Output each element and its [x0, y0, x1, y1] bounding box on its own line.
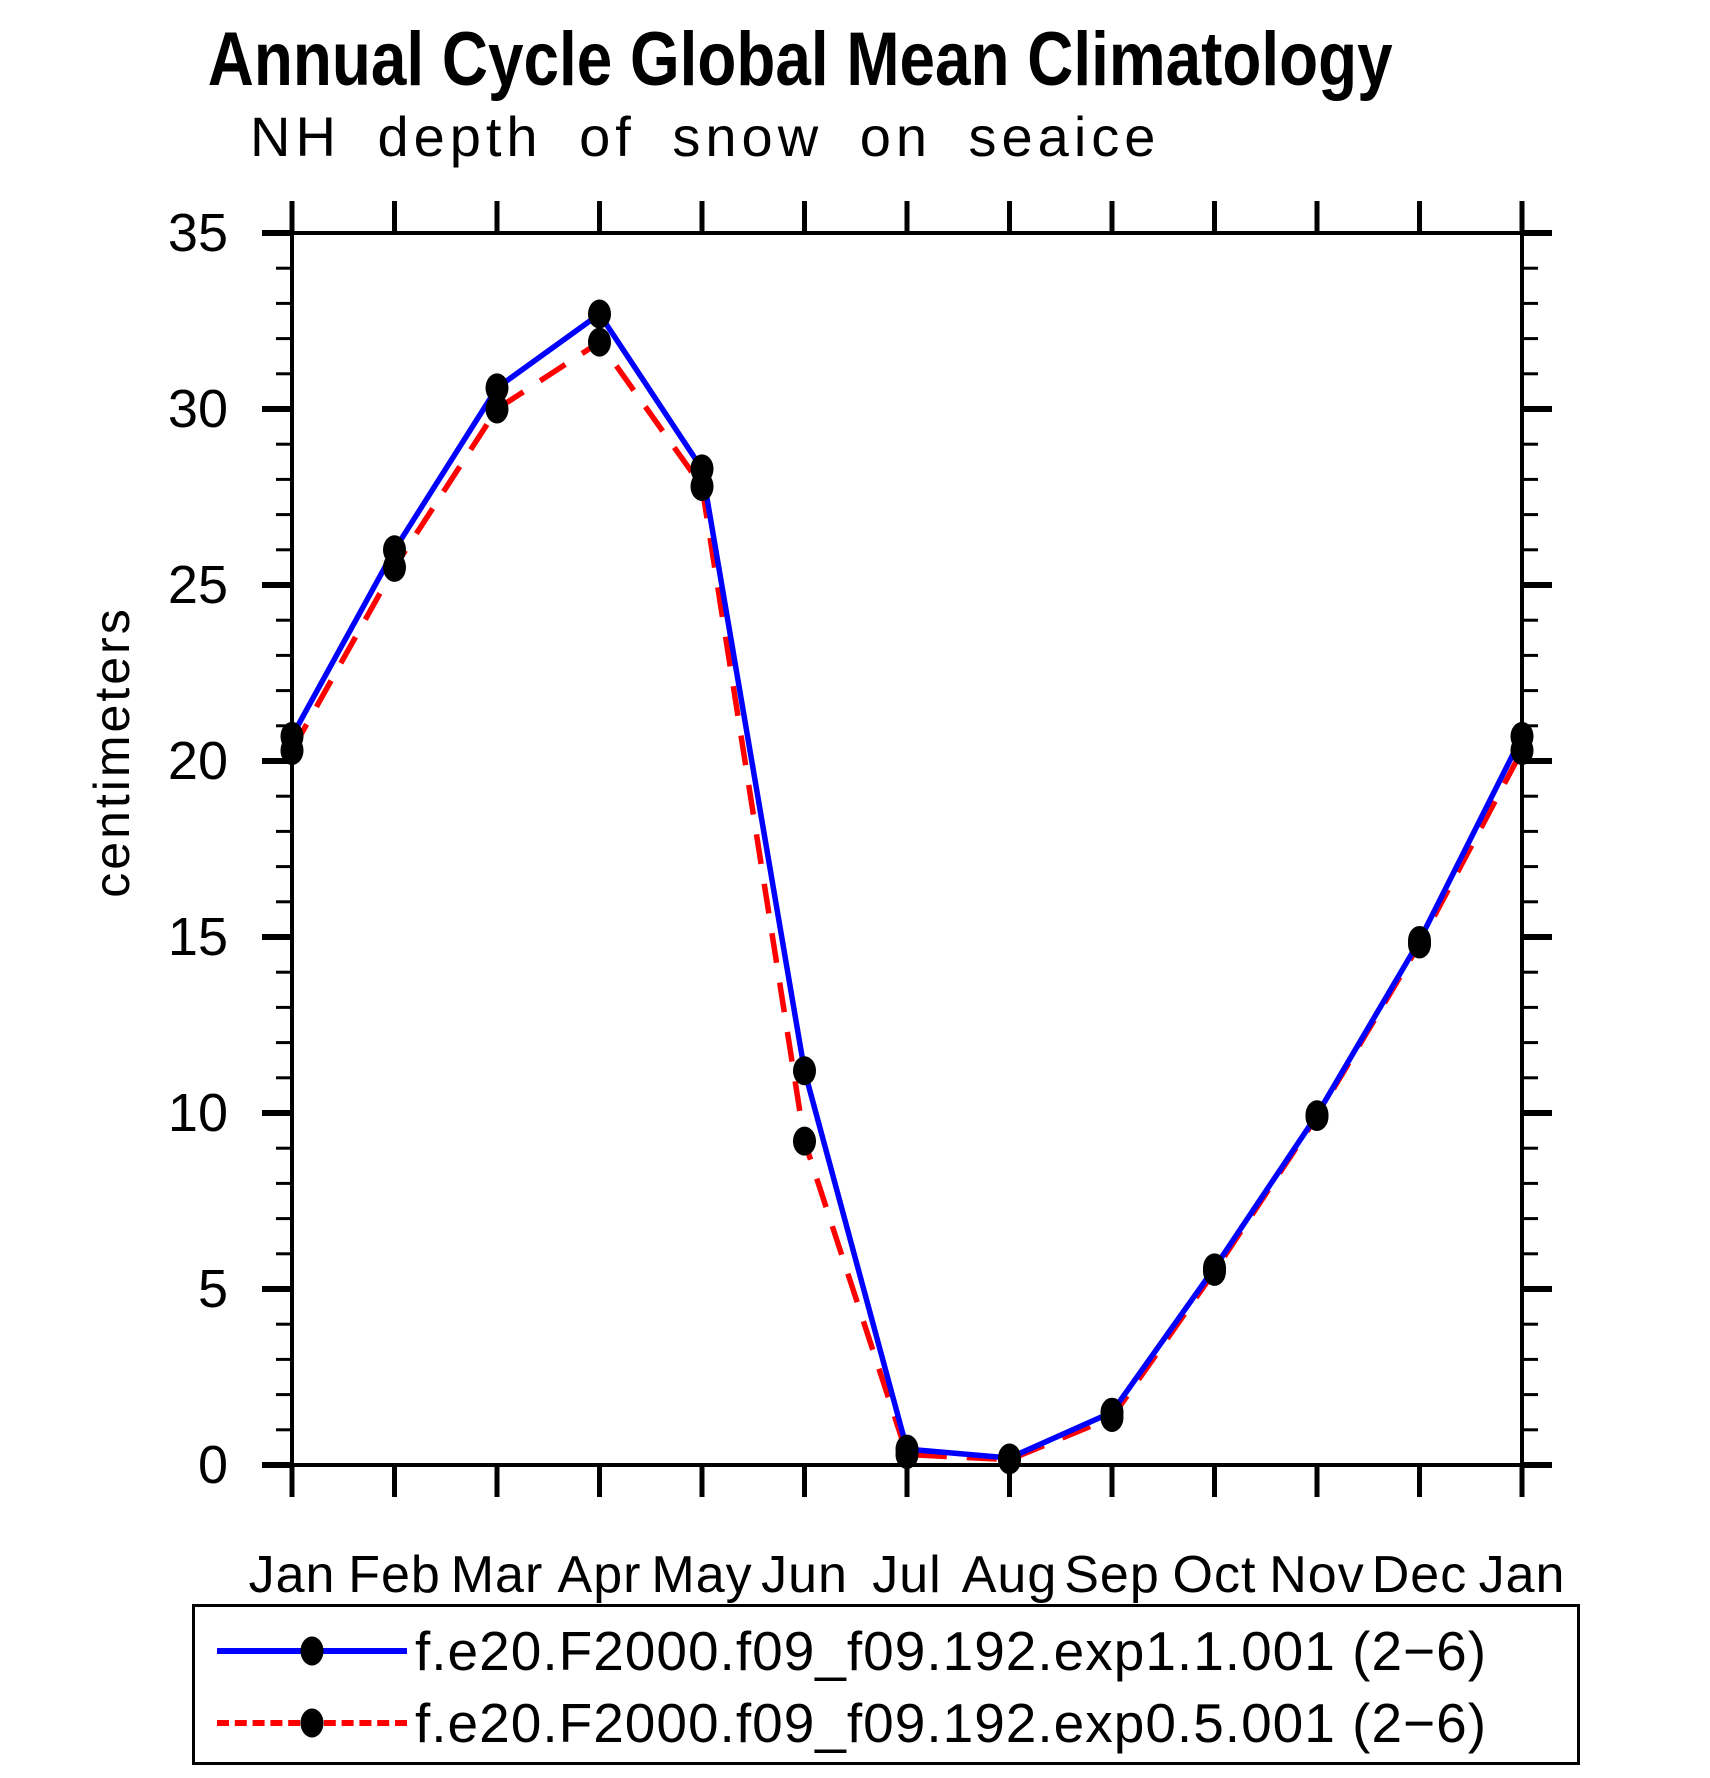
data-point-marker: [1408, 929, 1431, 959]
data-point-marker: [895, 1439, 919, 1469]
data-point-marker: [1305, 1102, 1329, 1132]
data-point-marker: [280, 735, 304, 765]
x-tick-label: Nov: [1269, 1546, 1364, 1604]
data-point-marker: [588, 299, 611, 329]
legend-label: f.e20.F2000.f09_f09.192.exp0.5.001 (2−6): [415, 1692, 1488, 1754]
y-tick-label: 0: [198, 1435, 228, 1495]
legend-box: f.e20.F2000.f09_f09.192.exp1.1.001 (2−6)…: [192, 1604, 1580, 1765]
series-line-solid: [289, 311, 1525, 1461]
x-tick-label: Mar: [451, 1546, 544, 1604]
data-point-marker: [793, 1126, 816, 1156]
legend-marker-dot: [300, 1636, 324, 1666]
y-tick-label: 10: [168, 1083, 228, 1143]
x-tick-label: Jul: [872, 1546, 941, 1604]
chart-title: Annual Cycle Global Mean Climatology: [207, 17, 1393, 102]
legend-label: f.e20.F2000.f09_f09.192.exp1.1.001 (2−6): [415, 1620, 1488, 1682]
y-tick-label: 15: [168, 907, 228, 967]
legend-sample: [217, 1708, 407, 1738]
y-tick-label: 5: [198, 1259, 228, 1319]
legend-marker-dot: [300, 1708, 324, 1738]
data-point-marker: [690, 471, 714, 501]
x-tick-label: Jan: [249, 1546, 336, 1604]
chart-subtitle: NH depth of snow on seaice: [250, 105, 1161, 168]
data-point-marker: [1100, 1402, 1124, 1432]
y-tick-label: 25: [168, 555, 228, 615]
x-tick-label: Sep: [1064, 1546, 1160, 1604]
data-point-marker: [998, 1445, 1021, 1475]
data-point-marker: [485, 373, 509, 403]
data-point-marker: [485, 394, 509, 424]
legend-item: f.e20.F2000.f09_f09.192.exp0.5.001 (2−6): [217, 1687, 1577, 1759]
x-tick-label: Jun: [761, 1546, 848, 1604]
legend-item: f.e20.F2000.f09_f09.192.exp1.1.001 (2−6): [217, 1615, 1577, 1687]
x-tick-label: Apr: [558, 1546, 642, 1604]
x-tick-label: Oct: [1173, 1546, 1257, 1604]
x-tick-label: Dec: [1372, 1546, 1467, 1604]
data-point-marker: [1203, 1256, 1226, 1286]
x-tick-label: Jan: [1479, 1546, 1566, 1604]
data-point-marker: [383, 552, 406, 582]
y-tick-label: 35: [168, 203, 228, 263]
x-tick-label: May: [651, 1546, 752, 1604]
y-tick-label: 20: [168, 731, 228, 791]
y-tick-label: 30: [168, 379, 228, 439]
x-tick-label: Feb: [348, 1546, 441, 1604]
data-point-marker: [1510, 735, 1534, 765]
data-point-marker: [588, 327, 611, 357]
x-tick-label: Aug: [962, 1546, 1058, 1604]
legend-sample: [217, 1636, 407, 1666]
data-point-marker: [793, 1056, 816, 1086]
series-line-dashed: [289, 339, 1525, 1463]
